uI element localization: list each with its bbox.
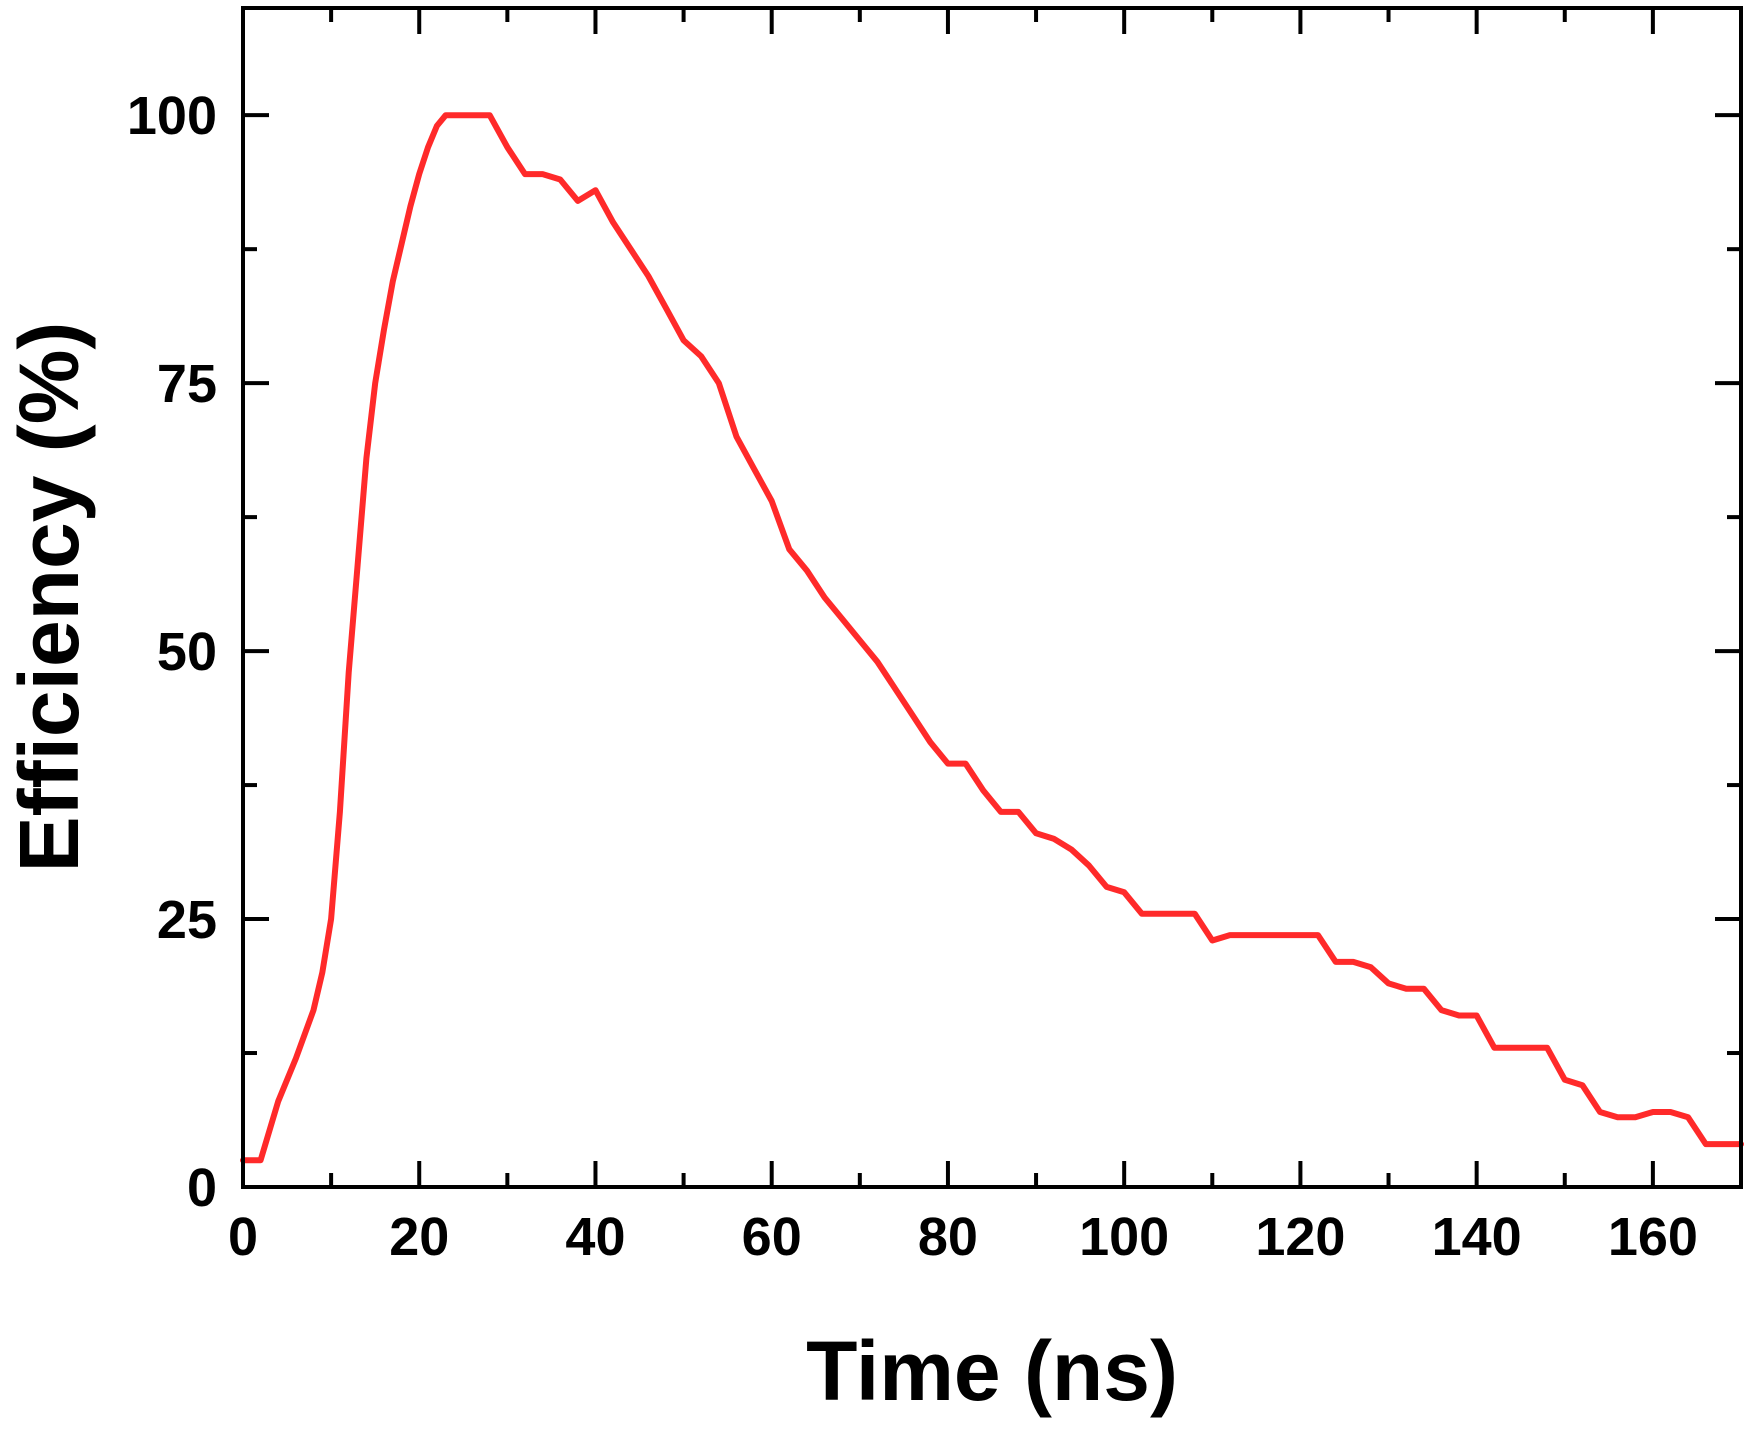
x-tick-label: 40 bbox=[565, 1207, 625, 1267]
plot-frame bbox=[241, 6, 1743, 1189]
x-tick-label: 120 bbox=[1255, 1207, 1345, 1267]
y-tick-label: 50 bbox=[157, 622, 217, 682]
y-tick-label: 25 bbox=[157, 890, 217, 950]
y-tick-label: 0 bbox=[187, 1158, 217, 1218]
plot-area bbox=[240, 112, 1744, 1164]
tick-labels: 0 20 40 60 80 100 120 140 160 0 25 50 75 100 bbox=[127, 86, 1698, 1267]
x-tick-label: 0 bbox=[228, 1207, 258, 1267]
x-tick-label: 20 bbox=[389, 1207, 449, 1267]
x-axis-title: Time (ns) bbox=[806, 1324, 1178, 1418]
y-axis-title: Efficiency (%) bbox=[2, 322, 96, 873]
series-line-0 bbox=[240, 112, 1744, 1164]
x-tick-label: 160 bbox=[1608, 1207, 1698, 1267]
x-tick-label: 80 bbox=[918, 1207, 978, 1267]
x-tick-label: 100 bbox=[1079, 1207, 1169, 1267]
y-tick-label: 100 bbox=[127, 86, 217, 146]
y-tick-label: 75 bbox=[157, 354, 217, 414]
x-tick-label: 60 bbox=[742, 1207, 802, 1267]
axis-ticks bbox=[241, 8, 1743, 1189]
x-tick-label: 140 bbox=[1432, 1207, 1522, 1267]
